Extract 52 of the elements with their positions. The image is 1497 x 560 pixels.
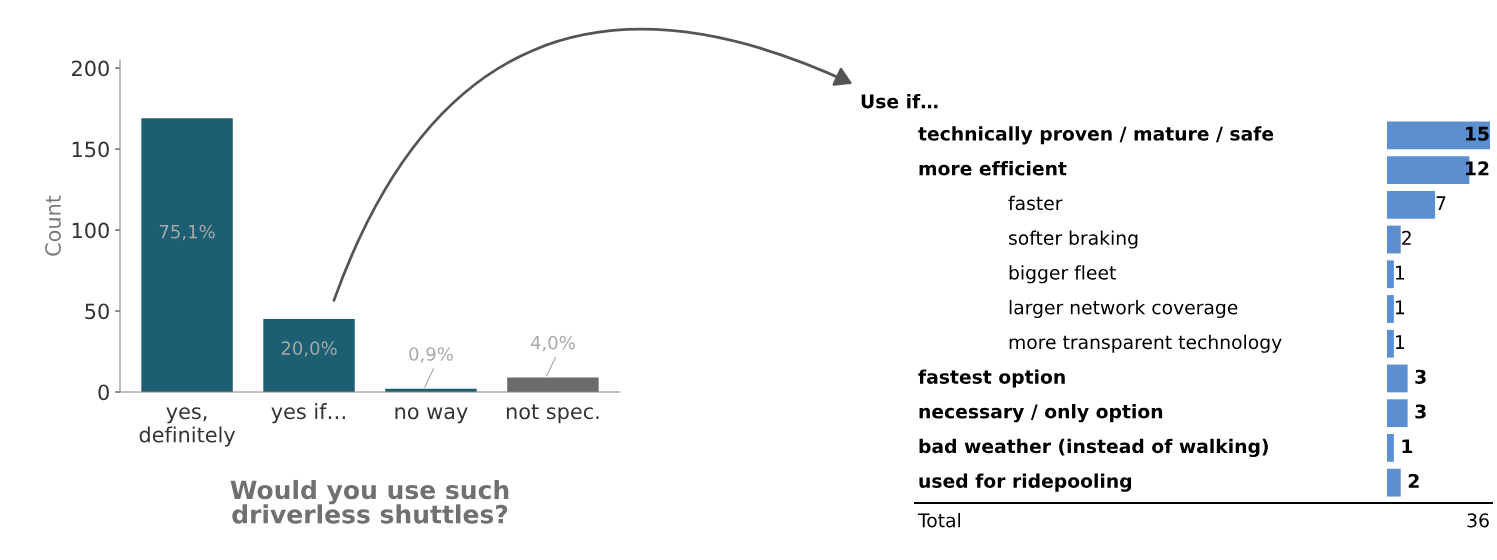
data-label: 1 xyxy=(1395,335,1405,349)
bar xyxy=(1387,468,1401,497)
category-label: fastest option xyxy=(918,369,1065,388)
data-label: 1 xyxy=(1395,300,1405,315)
x-tick-label: not spec. xyxy=(506,404,599,424)
x-tick-label: yes if… xyxy=(271,403,345,424)
y-tick-label: 150 xyxy=(72,141,109,158)
category-label: more transparent technology xyxy=(1009,334,1282,353)
text: Would you use such driverless shuttles? xyxy=(230,479,509,524)
annotation: 20,0% xyxy=(281,341,337,357)
y-tick-label: 0 xyxy=(98,384,109,401)
category-label: more efficient xyxy=(919,161,1067,176)
bar xyxy=(263,319,355,392)
y-tick-label: 50 xyxy=(85,303,109,320)
bar xyxy=(507,377,599,392)
bar xyxy=(1387,399,1408,428)
data-label: 15 xyxy=(1466,126,1489,141)
annotation: 75,1% xyxy=(159,224,215,241)
y-tick-label: 100 xyxy=(72,222,109,239)
bar xyxy=(1387,295,1394,323)
category-label: faster xyxy=(1008,195,1063,211)
text: Total xyxy=(917,512,961,528)
category-label: bigger fleet xyxy=(1009,265,1116,284)
data-label: 1 xyxy=(1402,439,1413,454)
category-label: softer braking xyxy=(1009,230,1138,249)
data-label: 1 xyxy=(1395,265,1405,280)
data-label: 7 xyxy=(1436,196,1446,210)
category-label: technically proven / mature / safe xyxy=(918,126,1274,145)
y-axis-title: Count xyxy=(45,195,61,256)
category-label: used for ridepooling xyxy=(919,473,1132,492)
y-tick-label: 200 xyxy=(72,60,109,77)
data-label: 2 xyxy=(1402,230,1411,245)
data-label: 3 xyxy=(1415,404,1426,419)
bar xyxy=(141,118,233,392)
x-tick-label: no way xyxy=(395,407,468,424)
category-label: larger network coverage xyxy=(1009,299,1238,319)
bar xyxy=(1387,225,1401,254)
text: 36 xyxy=(1467,513,1489,528)
data-label: 2 xyxy=(1408,473,1419,488)
annotation: 4,0% xyxy=(530,335,575,352)
bar xyxy=(1387,364,1408,393)
bar xyxy=(1387,329,1394,358)
bar xyxy=(1387,434,1394,462)
bar xyxy=(1387,190,1436,219)
data-label: 3 xyxy=(1415,369,1426,384)
bar xyxy=(1387,121,1490,150)
category-label: necessary / only option xyxy=(919,404,1163,423)
text: Use if… xyxy=(861,93,938,109)
x-tick-label: yes, definitely xyxy=(139,407,236,447)
category-label: bad weather (instead of walking) xyxy=(919,438,1268,458)
annotation: 0,9% xyxy=(409,347,453,363)
bar xyxy=(1387,260,1394,289)
